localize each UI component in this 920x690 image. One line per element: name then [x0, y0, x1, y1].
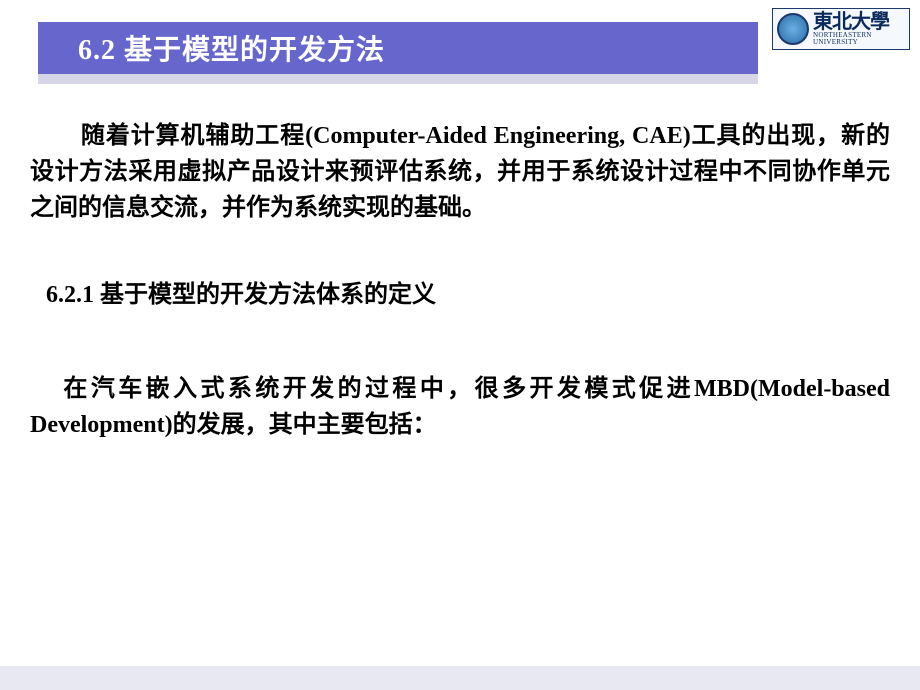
- content-area: 随着计算机辅助工程(Computer-Aided Engineering, CA…: [30, 118, 890, 443]
- page-title: 6.2 基于模型的开发方法: [78, 28, 385, 68]
- university-logo: 東北大學 NORTHEASTERN UNIVERSITY: [772, 8, 910, 50]
- intro-text: 随着计算机辅助工程(Computer-Aided Engineering, CA…: [30, 123, 890, 221]
- body-paragraph: 在汽车嵌入式系统开发的过程中，很多开发模式促进MBD(Model-based D…: [30, 371, 890, 443]
- logo-en-text: NORTHEASTERN UNIVERSITY: [813, 32, 905, 46]
- footer-strip: [0, 666, 920, 690]
- logo-text-block: 東北大學 NORTHEASTERN UNIVERSITY: [813, 12, 905, 46]
- intro-paragraph: 随着计算机辅助工程(Computer-Aided Engineering, CA…: [30, 118, 890, 226]
- logo-seal-icon: [777, 13, 809, 45]
- logo-cn-text: 東北大學: [813, 12, 905, 32]
- subsection-heading: 6.2.1 基于模型的开发方法体系的定义: [46, 274, 890, 309]
- title-bar: 6.2 基于模型的开发方法: [38, 22, 758, 74]
- title-shadow: [38, 74, 758, 84]
- body-text: 在汽车嵌入式系统开发的过程中，很多开发模式促进MBD(Model-based D…: [30, 376, 890, 438]
